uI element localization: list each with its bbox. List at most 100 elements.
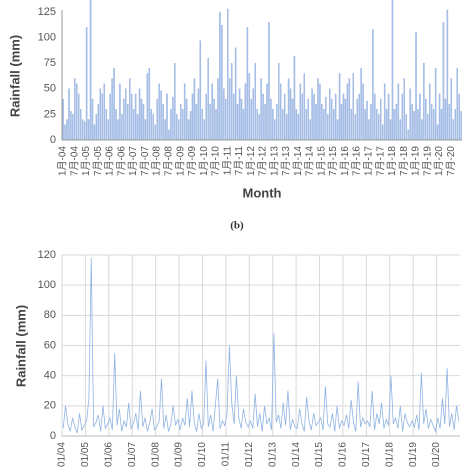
- x-tick-label: 1月-14: [292, 146, 304, 176]
- bar: [205, 93, 207, 141]
- bar: [176, 114, 178, 141]
- bar: [103, 83, 105, 141]
- bar: [346, 83, 349, 141]
- bar: [358, 93, 360, 141]
- bar: [409, 88, 411, 141]
- x-tick-label: 7月-18: [398, 146, 410, 176]
- bar: [142, 104, 145, 141]
- bar: [148, 68, 151, 141]
- bar: [238, 88, 241, 141]
- rainfall-line: [62, 258, 460, 434]
- x-tick-label: 01/13: [267, 442, 278, 467]
- bar: [217, 78, 219, 141]
- bar: [162, 104, 164, 141]
- bar: [460, 111, 462, 141]
- bar: [281, 109, 284, 141]
- bar: [425, 98, 427, 141]
- bar: [385, 109, 388, 141]
- bar: [262, 93, 264, 141]
- bar: [268, 22, 270, 141]
- bar: [74, 78, 76, 141]
- bar: [270, 98, 272, 141]
- bar: [454, 109, 456, 141]
- y-tick-label: 25: [44, 108, 56, 120]
- bar: [154, 124, 156, 141]
- x-tick-label: 1月-16: [339, 146, 351, 176]
- x-tick-label: 1月-17: [363, 146, 375, 176]
- bar: [160, 90, 162, 141]
- bar: [62, 98, 64, 141]
- x-tick-label: 7月-16: [351, 146, 363, 176]
- bar: [399, 119, 402, 141]
- bars: [62, 0, 462, 141]
- bar: [99, 88, 102, 141]
- y-tick-label: 125: [38, 6, 56, 18]
- bar: [242, 109, 245, 141]
- x-tick-label: 01/06: [103, 442, 114, 467]
- bar: [311, 88, 313, 141]
- bar: [317, 78, 319, 141]
- x-tick-label: 7月-15: [327, 146, 339, 176]
- bar: [329, 88, 331, 141]
- bar: [236, 104, 239, 141]
- bar: [370, 104, 372, 141]
- bar: [244, 83, 247, 141]
- bar: [378, 114, 380, 141]
- bar: [95, 114, 98, 141]
- bar: [360, 68, 362, 141]
- bar: [429, 83, 431, 141]
- bar: [140, 98, 143, 141]
- bar: [234, 47, 237, 141]
- bar: [164, 119, 166, 141]
- bar: [107, 119, 109, 141]
- x-tick-label: 7月-09: [186, 146, 198, 176]
- bar: [144, 119, 147, 141]
- bar: [344, 98, 347, 141]
- x-tick-label: 01/20: [431, 442, 442, 467]
- bar: [178, 119, 180, 141]
- x-tick-label: 7月-13: [280, 146, 292, 176]
- x-tick-label: 1月-11: [221, 146, 233, 176]
- bar: [125, 88, 127, 141]
- bar: [364, 109, 366, 141]
- bar: [319, 83, 321, 141]
- bar: [279, 83, 282, 141]
- bar: [109, 93, 111, 141]
- bar: [166, 93, 168, 141]
- x-tick-label: 7月-17: [374, 146, 386, 176]
- bar: [223, 88, 225, 141]
- bar: [127, 104, 129, 141]
- bar: [76, 83, 78, 141]
- bar: [193, 78, 196, 141]
- bar: [72, 114, 74, 141]
- bar: [291, 98, 294, 141]
- bar: [134, 93, 137, 141]
- bar: [389, 119, 392, 141]
- bar: [115, 109, 117, 141]
- bar: [150, 109, 153, 141]
- x-tick-label: 7月-20: [445, 146, 457, 176]
- bar: [93, 124, 96, 141]
- x-tick-label: 01/19: [408, 442, 419, 467]
- bar: [211, 83, 213, 141]
- bar: [340, 104, 343, 141]
- bar: [411, 104, 413, 141]
- bar: [278, 63, 280, 141]
- bar: [368, 119, 370, 141]
- x-tick-label: 01/12: [244, 442, 255, 467]
- y-axis-label: Rainfall (mm): [7, 35, 22, 117]
- bar: [391, 0, 394, 141]
- bar: [413, 111, 415, 141]
- bar: [289, 88, 292, 141]
- bar: [448, 104, 451, 141]
- bar: [423, 63, 425, 141]
- x-tick-label: 7月-12: [257, 146, 269, 176]
- bar: [156, 98, 158, 141]
- bar: [393, 109, 396, 141]
- x-tick-label: 01/04: [57, 442, 68, 467]
- x-tick-label: 1月-09: [174, 146, 186, 176]
- bar: [138, 88, 141, 141]
- bar: [283, 93, 286, 141]
- bar: [430, 104, 433, 141]
- bar: [336, 119, 339, 141]
